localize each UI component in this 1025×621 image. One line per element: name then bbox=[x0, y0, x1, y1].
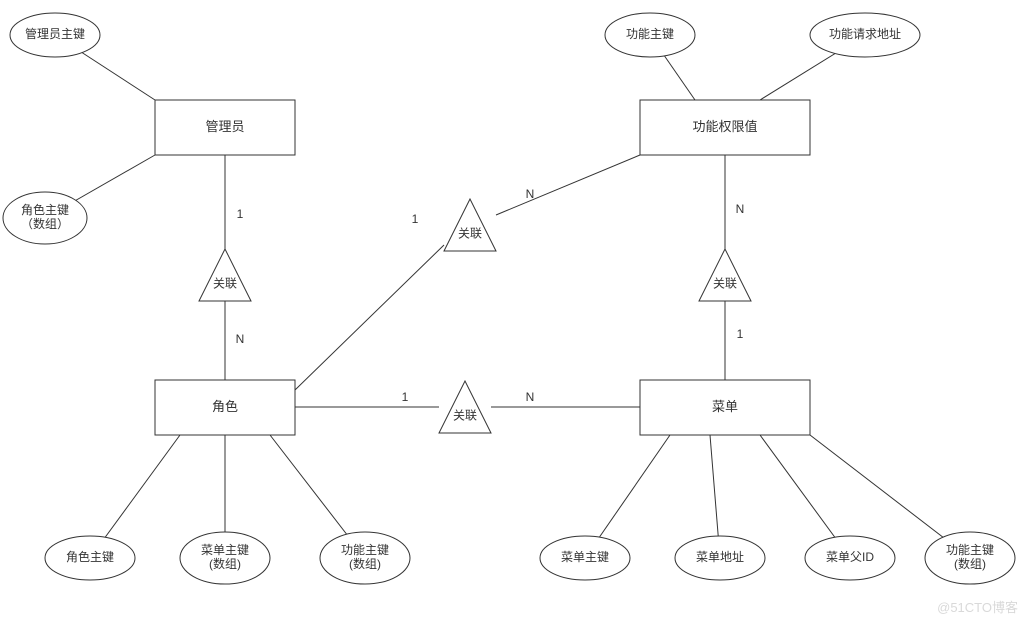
cardinality-r_role_menu-b: N bbox=[526, 390, 535, 404]
attribute-a_role_menu: 菜单主键(数组) bbox=[180, 532, 270, 584]
attribute-a_role_func: 功能主键(数组) bbox=[320, 532, 410, 584]
entity-menu: 菜单 bbox=[640, 380, 810, 435]
attribute-label-a_role_menu-1: (数组) bbox=[209, 556, 241, 571]
entity-func: 功能权限值 bbox=[640, 100, 810, 155]
attribute-label-a_menu_func-1: (数组) bbox=[954, 556, 986, 571]
relation-shape-r_admin_role bbox=[199, 249, 251, 301]
attribute-label-a_menu_url-0: 菜单地址 bbox=[696, 550, 744, 564]
attribute-label-a_func_url-0: 功能请求地址 bbox=[829, 27, 901, 41]
cardinality-r_admin_role-b: N bbox=[236, 332, 245, 346]
attribute-label-a_menu_pk-0: 菜单主键 bbox=[561, 550, 609, 564]
attribute-label-a_role_menu-0: 菜单主键 bbox=[201, 543, 249, 557]
cardinality-r_func_menu-a: N bbox=[736, 202, 745, 216]
attribute-a_menu_pid: 菜单父ID bbox=[805, 536, 895, 580]
entity-label-func: 功能权限值 bbox=[692, 119, 757, 134]
entity-admin: 管理员 bbox=[155, 100, 295, 155]
attribute-a_menu_url: 菜单地址 bbox=[675, 536, 765, 580]
attribute-a_role_pk: 角色主键 bbox=[45, 536, 135, 580]
relation-shape-r_role_menu bbox=[439, 381, 491, 433]
attribute-a_admin_role: 角色主键（数组） bbox=[3, 192, 87, 244]
relation-r_role_func: 关联 1 N bbox=[412, 187, 535, 251]
attribute-a_func_url: 功能请求地址 bbox=[810, 13, 920, 57]
cardinality-r_func_menu-b: 1 bbox=[737, 327, 744, 341]
relation-label-r_admin_role: 关联 bbox=[213, 276, 237, 290]
entity-label-menu: 菜单 bbox=[712, 399, 738, 414]
entity-role: 角色 bbox=[155, 380, 295, 435]
attribute-label-a_role_func-1: (数组) bbox=[349, 556, 381, 571]
cardinality-r_role_func-b: N bbox=[526, 187, 535, 201]
relation-label-r_role_menu: 关联 bbox=[453, 408, 477, 422]
relation-label-r_role_func: 关联 bbox=[458, 226, 482, 240]
rel-edge-3 bbox=[496, 155, 640, 215]
attribute-a_menu_pk: 菜单主键 bbox=[540, 536, 630, 580]
attribute-label-a_admin_pk-0: 管理员主键 bbox=[25, 26, 85, 41]
er-diagram: 管理员功能权限值角色菜单关联1N关联1N关联1N关联N1管理员主键角色主键（数组… bbox=[0, 0, 1025, 621]
entity-label-role: 角色 bbox=[212, 399, 238, 414]
attribute-label-a_role_pk-0: 角色主键 bbox=[66, 550, 114, 564]
attribute-label-a_menu_func-0: 功能主键 bbox=[946, 543, 994, 557]
relation-label-r_func_menu: 关联 bbox=[713, 276, 737, 290]
relation-shape-r_role_func bbox=[444, 199, 496, 251]
attribute-a_admin_pk: 管理员主键 bbox=[10, 13, 100, 57]
entity-label-admin: 管理员 bbox=[205, 119, 244, 134]
watermark: @51CTO博客 bbox=[937, 600, 1018, 615]
attribute-label-a_admin_role-1: （数组） bbox=[21, 216, 69, 231]
attribute-label-a_admin_role-0: 角色主键 bbox=[21, 203, 69, 217]
attribute-a_func_pk: 功能主键 bbox=[605, 13, 695, 57]
attribute-label-a_role_func-0: 功能主键 bbox=[341, 543, 389, 557]
attribute-label-a_func_pk-0: 功能主键 bbox=[626, 27, 674, 41]
relation-shape-r_func_menu bbox=[699, 249, 751, 301]
attribute-a_menu_func: 功能主键(数组) bbox=[925, 532, 1015, 584]
cardinality-r_role_func-a: 1 bbox=[412, 212, 419, 226]
attribute-label-a_menu_pid-0: 菜单父ID bbox=[826, 550, 874, 564]
cardinality-r_admin_role-a: 1 bbox=[237, 207, 244, 221]
cardinality-r_role_menu-a: 1 bbox=[402, 390, 409, 404]
rel-edge-2 bbox=[295, 245, 444, 390]
